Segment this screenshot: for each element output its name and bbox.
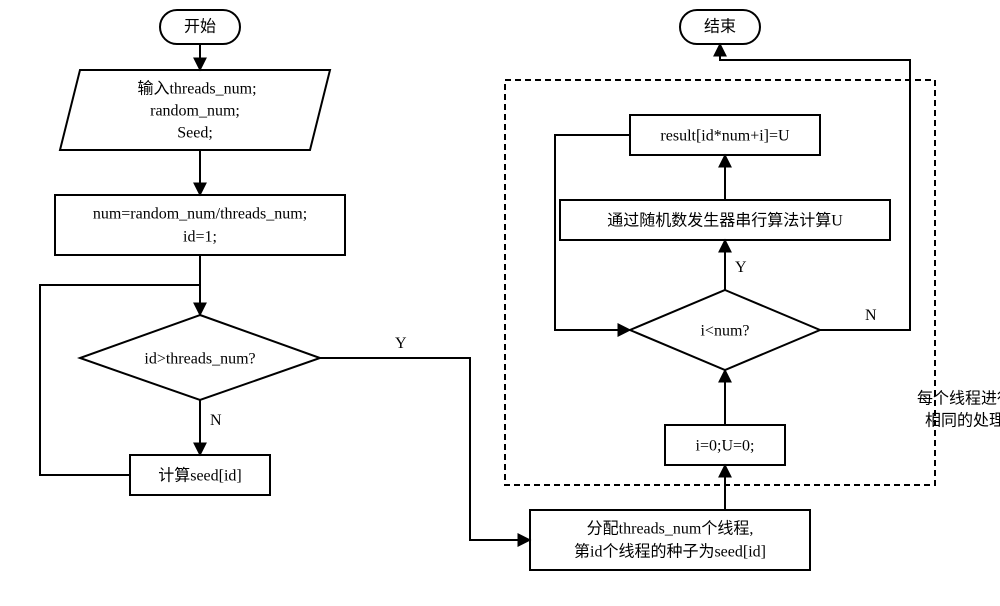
end-label: 结束: [704, 18, 736, 36]
decision-b-node: i<num?: [630, 290, 820, 370]
alloc-line1: 分配threads_num个线程,: [587, 520, 754, 538]
end-node: 结束: [680, 10, 760, 44]
init-a-line2: id=1;: [183, 229, 217, 246]
note-line1: 每个线程进行: [917, 390, 1000, 408]
thread-note: 每个线程进行 相同的处理: [917, 390, 1000, 430]
calc-u-node: 通过随机数发生器串行算法计算U: [560, 200, 890, 240]
edge-deca-alloc: [320, 358, 530, 540]
decision-a-label: id>threads_num?: [144, 351, 255, 368]
store-label: result[id*num+i]=U: [660, 128, 790, 145]
input-node: 输入threads_num; random_num; Seed;: [60, 70, 330, 150]
input-line1: 输入threads_num;: [137, 80, 256, 98]
edge-decb-end: [720, 44, 910, 330]
decision-a-node: id>threads_num?: [80, 315, 320, 400]
decb-no-label: N: [865, 307, 877, 324]
store-node: result[id*num+i]=U: [630, 115, 820, 155]
input-line3: Seed;: [177, 125, 213, 142]
note-line2: 相同的处理: [925, 412, 1000, 430]
calc-seed-label: 计算seed[id]: [158, 466, 242, 485]
init-b-label: i=0;U=0;: [696, 438, 755, 455]
init-a-node: num=random_num/threads_num; id=1;: [55, 195, 345, 255]
init-b-node: i=0;U=0;: [665, 425, 785, 465]
deca-no-label: N: [210, 412, 222, 429]
deca-yes-label: Y: [395, 335, 407, 352]
calc-seed-node: 计算seed[id]: [130, 455, 270, 495]
alloc-line2: 第id个线程的种子为seed[id]: [574, 543, 766, 561]
start-node: 开始: [160, 10, 240, 44]
init-a-line1: num=random_num/threads_num;: [93, 206, 307, 223]
start-label: 开始: [184, 18, 216, 36]
calc-u-label: 通过随机数发生器串行算法计算U: [607, 211, 843, 230]
decb-yes-label: Y: [735, 259, 747, 276]
input-line2: random_num;: [150, 103, 240, 120]
flowchart: 开始 结束 输入threads_num; random_num; Seed; n…: [0, 0, 1000, 606]
alloc-node: 分配threads_num个线程, 第id个线程的种子为seed[id]: [530, 510, 810, 570]
decision-b-label: i<num?: [700, 323, 749, 340]
